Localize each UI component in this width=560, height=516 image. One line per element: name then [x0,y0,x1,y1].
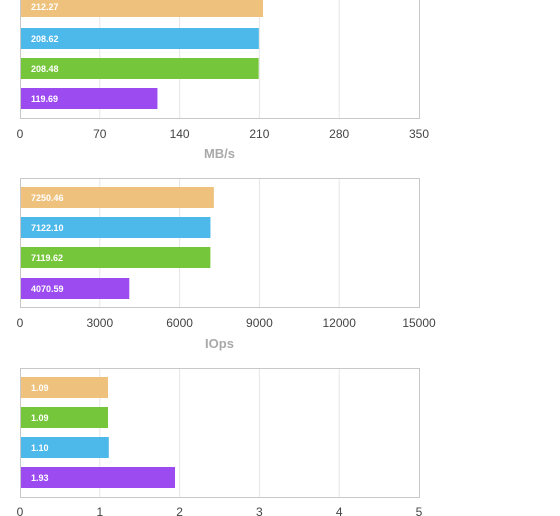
bar-value-label: 4070.59 [31,284,64,294]
bar [21,88,158,109]
plot-frame [20,368,420,498]
tick-label: 15000 [402,316,436,330]
chart-2: 7250.46 7122.10 7119.62 4070.59 0 3000 6000 900… [17,178,436,351]
plot-frame [20,0,420,119]
tick-label: 0 [17,316,24,330]
axis-title: MB/s [204,146,235,161]
bar-value-label: 7119.62 [31,253,63,263]
bar-value-label: 1.10 [31,443,49,453]
tick-label: 6000 [166,316,193,330]
axis-title: IOps [205,336,234,351]
bar [21,217,211,238]
bar-value-label: 1.09 [31,383,49,393]
bar-value-label: 119.69 [31,94,58,104]
bar [21,407,108,428]
bar [21,247,211,268]
tick-label: 4 [336,505,343,516]
bar [21,278,130,299]
tick-label: 3000 [86,316,113,330]
tick-label: 0 [17,127,24,141]
tick-label: 5 [416,505,423,516]
bar [21,437,109,458]
tick-label: 3 [256,505,263,516]
bar-value-label: 1.93 [31,473,49,483]
bar-value-label: 208.48 [31,64,59,74]
tick-label: 2 [176,505,183,516]
tick-label: 140 [170,127,190,141]
chart-3: 1.09 1.09 1.10 1.93 0 1 2 3 4 5 [17,368,423,516]
bar-value-label: 7122.10 [31,223,64,233]
plot-frame [20,178,420,308]
tick-label: 210 [249,127,269,141]
tick-label: 0 [17,505,24,516]
bar-value-label: 208.62 [31,34,59,44]
chart-1: 212.27 208.62 208.48 119.69 0 70 140 210 280 350 M… [17,0,429,161]
bar-value-label: 1.09 [31,413,49,423]
bar [21,0,263,17]
tick-label: 1 [96,505,103,516]
tick-label: 280 [329,127,349,141]
bar [21,28,259,49]
tick-label: 12000 [323,316,357,330]
tick-label: 9000 [246,316,273,330]
bar [21,187,214,208]
tick-label: 70 [93,127,107,141]
bar [21,467,176,488]
bar [21,377,108,398]
bar [21,58,259,79]
tick-label: 350 [409,127,429,141]
bar-value-label: 212.27 [31,2,59,12]
bar-value-label: 7250.46 [31,193,64,203]
